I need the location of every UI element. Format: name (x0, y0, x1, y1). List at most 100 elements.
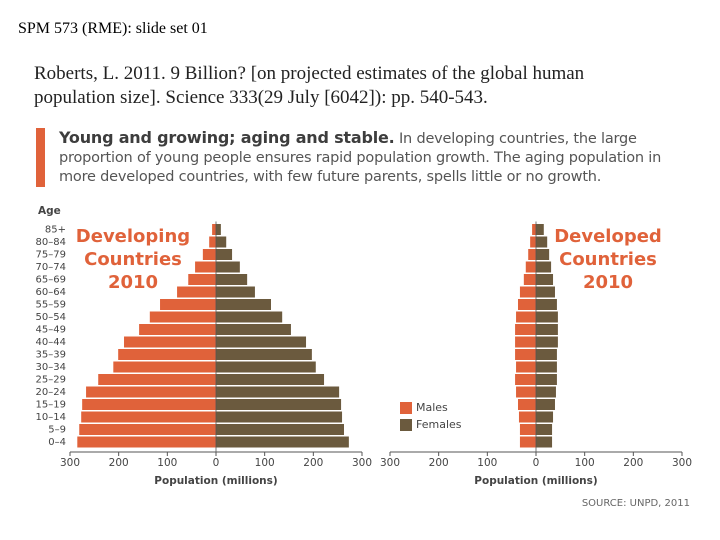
x-tick-label: 300 (672, 457, 692, 469)
y-axis-label: Age (38, 205, 61, 217)
x-tick-label: 100 (157, 457, 177, 469)
x-tick-label: 200 (623, 457, 643, 469)
x-tick-label: 200 (109, 457, 129, 469)
bar (216, 236, 227, 248)
bar (517, 399, 536, 410)
bar (536, 436, 553, 448)
x-tick-label: 300 (60, 457, 80, 469)
bar (195, 261, 216, 273)
x-tick-label: 100 (477, 457, 497, 469)
bar (212, 224, 216, 235)
bar (518, 411, 536, 423)
x-axis-label: Population (millions) (154, 475, 277, 487)
y-tick-label: 80–84 (36, 237, 66, 248)
x-tick-label: 0 (213, 457, 220, 469)
bar (515, 324, 536, 335)
legend-label: Males (416, 401, 448, 414)
y-tick-label: 5–9 (48, 425, 66, 436)
bar (86, 386, 216, 398)
bar (517, 299, 536, 310)
bar (536, 299, 557, 310)
bar (216, 299, 271, 310)
bar (536, 236, 548, 248)
y-tick-label: 15–19 (36, 400, 66, 411)
x-tick-label: 200 (429, 457, 449, 469)
bar (160, 299, 216, 310)
bar (216, 324, 291, 335)
bar (528, 249, 536, 260)
x-tick-label: 200 (303, 457, 323, 469)
legend-label: Females (416, 418, 462, 431)
bar (216, 286, 255, 298)
citation: Roberts, L. 2011. 9 Billion? [on project… (34, 63, 585, 108)
y-tick-label: 0–4 (48, 437, 66, 448)
bar (216, 436, 349, 448)
bar (516, 311, 536, 323)
x-tick-label: 0 (533, 457, 540, 469)
bar (536, 249, 550, 260)
bar (536, 399, 555, 410)
bar (519, 424, 536, 435)
bar (516, 386, 536, 398)
bar (536, 386, 556, 398)
bar (113, 361, 216, 373)
y-tick-label: 75–79 (36, 250, 66, 261)
bar (79, 424, 216, 435)
bar (216, 424, 344, 435)
bar (188, 274, 216, 285)
y-tick-label: 60–64 (36, 287, 66, 298)
bar (209, 236, 216, 248)
bar (536, 324, 558, 335)
x-tick-label: 300 (352, 457, 372, 469)
bar (530, 236, 536, 248)
caption-text: In developing countries, the large propo… (59, 131, 662, 185)
bar (516, 361, 536, 373)
x-tick-label: 300 (380, 457, 400, 469)
x-tick-label: 100 (255, 457, 275, 469)
bar (536, 349, 557, 360)
bar (536, 224, 544, 235)
bar (216, 336, 307, 348)
bar (536, 411, 554, 423)
bar (519, 436, 536, 448)
bar (139, 324, 216, 335)
y-tick-label: 70–74 (36, 262, 66, 273)
bar (216, 374, 325, 385)
x-axis-label: Population (millions) (474, 475, 597, 487)
panel-title: Developing Countries 2010 (75, 226, 191, 293)
legend-swatch (400, 419, 412, 431)
bar (515, 349, 536, 360)
bar (98, 374, 216, 385)
bar (536, 424, 553, 435)
bar (216, 311, 283, 323)
bar (216, 249, 233, 260)
y-tick-label: 10–14 (36, 412, 66, 423)
bar (149, 311, 216, 323)
bar (525, 261, 536, 273)
y-tick-label: 20–24 (36, 387, 66, 398)
bar (536, 336, 558, 348)
bar (82, 399, 217, 410)
bar (216, 386, 340, 398)
caption-lead: Young and growing; aging and stable. (59, 128, 395, 147)
bar (177, 286, 216, 298)
bar (81, 411, 217, 423)
bar (536, 261, 552, 273)
bar (216, 399, 342, 410)
bar (216, 411, 343, 423)
bar (515, 336, 536, 348)
y-tick-label: 85+ (45, 225, 66, 236)
bar (515, 374, 536, 385)
bar (536, 374, 557, 385)
bar (202, 249, 216, 260)
bar (536, 286, 555, 298)
bar (216, 361, 316, 373)
y-tick-label: 65–69 (36, 275, 66, 286)
caption: Young and growing; aging and stable. In … (36, 128, 699, 187)
slide-header: SPM 573 (RME): slide set 01 (18, 20, 208, 37)
bar (532, 224, 536, 235)
y-tick-label: 55–59 (36, 300, 66, 311)
source-note: SOURCE: UNPD, 2011 (581, 498, 690, 509)
